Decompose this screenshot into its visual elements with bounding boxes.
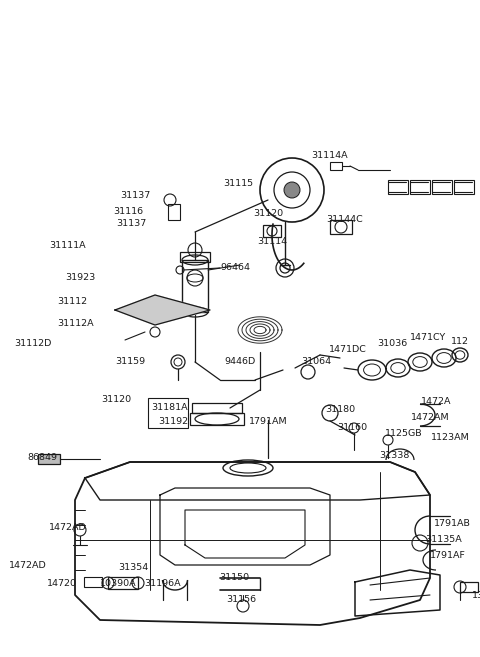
Text: 1472AD: 1472AD: [9, 562, 47, 570]
Text: 31150: 31150: [219, 574, 249, 583]
Text: 1472AD: 1472AD: [49, 524, 87, 533]
Text: 31115: 31115: [223, 179, 253, 187]
Text: 1471CY: 1471CY: [410, 334, 446, 342]
Text: 1123AM: 1123AM: [431, 434, 469, 443]
Text: 31116: 31116: [113, 208, 143, 217]
Text: 1471DC: 1471DC: [329, 346, 367, 355]
Text: 31160: 31160: [337, 424, 367, 432]
Text: 14720: 14720: [47, 579, 77, 589]
Bar: [180, 252, 210, 262]
Bar: [330, 220, 352, 234]
Text: 31137: 31137: [120, 191, 150, 200]
Text: 31192: 31192: [158, 417, 188, 426]
Text: 31036: 31036: [377, 340, 407, 348]
Text: 96464: 96464: [220, 263, 250, 273]
Text: 31181A: 31181A: [152, 403, 188, 413]
Text: 1125GB: 1125GB: [385, 430, 423, 438]
Text: 31114A: 31114A: [312, 150, 348, 160]
Text: 13: 13: [472, 591, 480, 600]
Text: 31338: 31338: [379, 451, 409, 461]
Text: 31156: 31156: [226, 595, 256, 604]
Text: 31135A: 31135A: [426, 535, 462, 545]
Bar: [432, 180, 452, 194]
Text: 1791AB: 1791AB: [433, 520, 470, 528]
Text: 1472A: 1472A: [421, 397, 451, 407]
Bar: [460, 582, 478, 592]
Bar: [148, 398, 188, 428]
Text: 112: 112: [451, 338, 469, 346]
Text: 10390A: 10390A: [100, 579, 136, 589]
Text: 31112D: 31112D: [14, 340, 52, 348]
Text: 31180: 31180: [325, 405, 355, 415]
Text: 31112A: 31112A: [58, 319, 94, 328]
Bar: [454, 180, 474, 194]
Bar: [168, 204, 180, 220]
Text: 1791AM: 1791AM: [249, 417, 288, 426]
Text: 31137: 31137: [116, 219, 146, 229]
Bar: [410, 180, 430, 194]
Text: 31354: 31354: [118, 564, 148, 572]
Text: 31114: 31114: [257, 237, 287, 246]
Text: 31120: 31120: [253, 208, 283, 217]
Text: 31923: 31923: [65, 273, 95, 283]
Bar: [330, 162, 342, 170]
Bar: [388, 180, 408, 194]
Text: 31120: 31120: [101, 396, 131, 405]
Bar: [263, 225, 281, 237]
Bar: [108, 577, 138, 589]
Text: 31111A: 31111A: [50, 242, 86, 250]
Bar: [192, 403, 242, 413]
Text: 31064: 31064: [301, 357, 331, 367]
Text: 86849: 86849: [27, 453, 57, 463]
Text: 9446D: 9446D: [224, 357, 256, 367]
Bar: [190, 413, 244, 425]
Text: 31159: 31159: [115, 357, 145, 367]
Polygon shape: [115, 295, 210, 325]
Text: 31112: 31112: [57, 298, 87, 307]
Text: 1472AM: 1472AM: [411, 413, 449, 422]
Text: 31144C: 31144C: [326, 215, 363, 225]
Bar: [38, 454, 60, 464]
Circle shape: [284, 182, 300, 198]
Text: 1791AF: 1791AF: [430, 551, 466, 560]
Text: 31196A: 31196A: [144, 579, 181, 589]
Bar: [182, 260, 208, 312]
Bar: [84, 577, 102, 587]
